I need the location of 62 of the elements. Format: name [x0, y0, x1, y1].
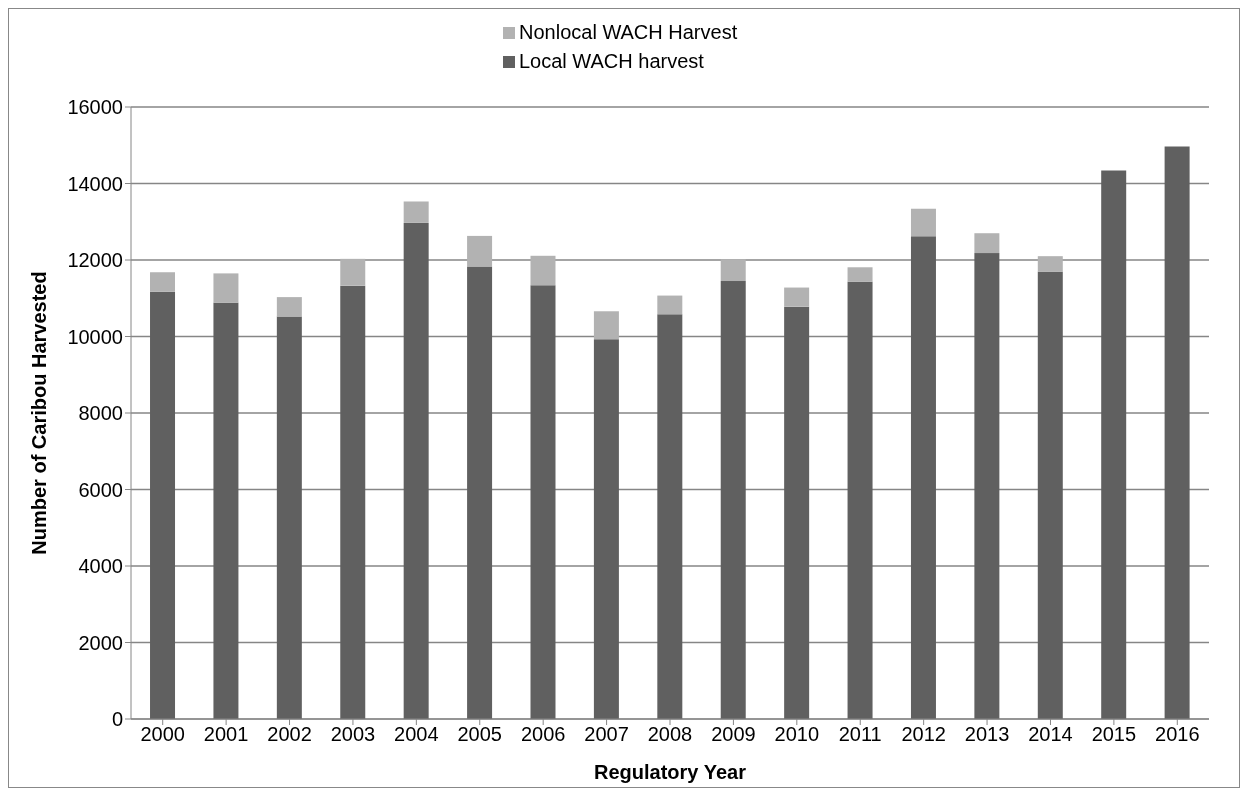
- bar: [150, 291, 176, 719]
- x-tick-label: 2009: [711, 723, 756, 746]
- bar: [910, 208, 936, 237]
- y-tick-label: 0: [111, 708, 123, 731]
- x-tick-label: 2004: [394, 723, 439, 746]
- bar: [657, 314, 683, 719]
- bar: [276, 297, 302, 317]
- y-tick-label: 16000: [67, 96, 123, 119]
- y-tick-label: 12000: [67, 249, 123, 272]
- x-tick-label: 2016: [1155, 723, 1200, 746]
- x-tick-label: 2006: [520, 723, 566, 746]
- bar: [1037, 256, 1063, 272]
- bar: [657, 295, 683, 315]
- x-axis-title: Regulatory Year: [594, 761, 747, 783]
- bar: [340, 285, 366, 719]
- x-tick-label: 2008: [647, 723, 693, 746]
- bar: [340, 258, 366, 286]
- x-tick-label: 2000: [140, 723, 185, 746]
- y-tick-label: 4000: [78, 555, 123, 578]
- bar: [910, 236, 936, 719]
- x-tick-label: 2014: [1028, 723, 1073, 746]
- bar: [213, 302, 239, 719]
- x-tick-label: 2002: [267, 723, 312, 746]
- legend-label: Local WACH harvest: [519, 50, 704, 73]
- y-tick-label: 2000: [78, 631, 123, 654]
- bar: [150, 272, 176, 292]
- bar: [974, 253, 1000, 719]
- x-tick-label: 2003: [330, 723, 376, 746]
- y-tick-label: 14000: [67, 172, 123, 195]
- bar: [276, 316, 302, 719]
- x-tick-label: 2001: [203, 723, 249, 746]
- bar: [530, 285, 556, 719]
- bar: [403, 201, 429, 223]
- x-tick-label: 2005: [457, 723, 503, 746]
- bar: [1164, 146, 1190, 719]
- bar: [403, 222, 429, 719]
- legend-label: Nonlocal WACH Harvest: [519, 21, 738, 44]
- bar: [213, 273, 239, 303]
- bar: [720, 259, 746, 282]
- bar: [847, 281, 873, 719]
- bar: [1037, 271, 1063, 719]
- y-axis-title: Number of Caribou Harvested: [28, 271, 51, 555]
- x-tick-label: 2011: [838, 723, 882, 746]
- bar: [593, 311, 619, 340]
- bar: [1101, 170, 1127, 719]
- bar: [593, 339, 619, 719]
- bar: [467, 266, 493, 719]
- y-tick-label: 8000: [78, 402, 123, 425]
- y-tick-label: 10000: [67, 325, 123, 348]
- bar: [784, 306, 810, 719]
- bar: [530, 255, 556, 286]
- x-tick-label: 2012: [901, 723, 946, 746]
- bar: [720, 281, 746, 719]
- x-tick-label: 2013: [964, 723, 1010, 746]
- bar: [467, 235, 493, 267]
- bar: [974, 233, 1000, 254]
- x-tick-label: 2010: [774, 723, 820, 746]
- bar: [784, 287, 810, 307]
- y-tick-label: 6000: [78, 478, 123, 501]
- x-tick-label: 2015: [1091, 723, 1137, 746]
- bar: [847, 267, 873, 282]
- x-tick-label: 2007: [584, 723, 629, 746]
